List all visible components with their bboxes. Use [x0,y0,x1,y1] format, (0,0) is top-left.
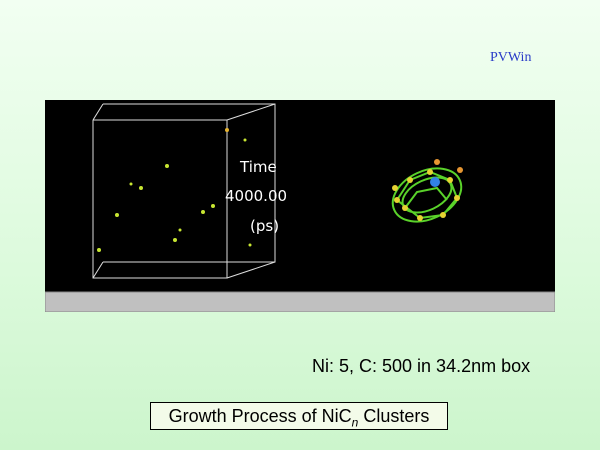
caption: Ni: 5, C: 500 in 34.2nm box [312,356,531,376]
viewport [45,100,555,292]
simulation-box [92,103,276,279]
time-value: 4000.00 [225,187,287,205]
title-subscript: n [351,415,359,430]
title-suffix: Clusters [358,406,430,426]
time-unit: (ps) [250,217,279,235]
atoms [97,128,252,252]
time-label: Time [239,158,277,176]
status-bar [45,291,555,312]
simulation-viewer: Time 4000.00 (ps) [45,100,555,312]
cluster [391,159,463,223]
slide-title: Growth Process of NiCn Clusters [150,402,448,430]
app-name: PVWin [490,50,532,65]
title-text: Growth Process of NiC [168,406,352,426]
